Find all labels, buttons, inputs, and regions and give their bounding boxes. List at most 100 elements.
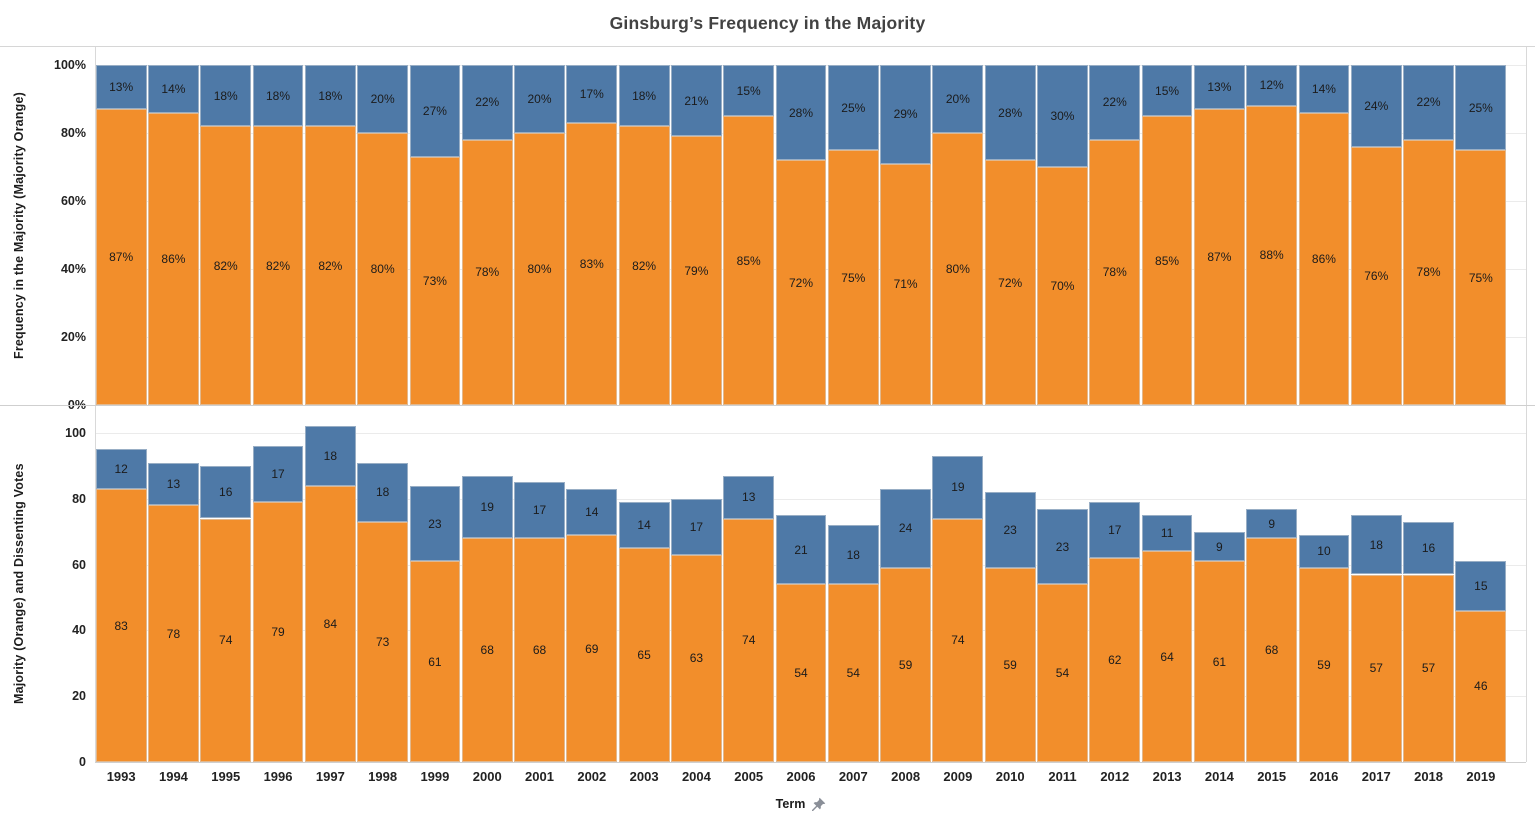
bar-1996-dissent[interactable] [252, 446, 304, 503]
bar-2019-dissent[interactable] [1455, 561, 1507, 611]
bar-2014-majority[interactable] [1193, 109, 1245, 405]
bar-2016-majority[interactable] [1298, 567, 1350, 762]
bar-2005-majority[interactable] [723, 518, 775, 762]
bar-1997-dissent[interactable] [304, 65, 356, 127]
bar-2009-dissent[interactable] [932, 65, 984, 133]
bar-2011-majority[interactable] [1037, 584, 1088, 762]
bar-2014-dissent[interactable] [1193, 531, 1245, 562]
bar-2005-dissent[interactable] [723, 475, 775, 519]
bar-2004-dissent[interactable] [671, 65, 722, 137]
bar-2005-majority[interactable] [723, 116, 775, 405]
pin-icon[interactable] [811, 797, 826, 812]
bar-2001-majority[interactable] [514, 538, 565, 762]
bar-1999-majority[interactable] [409, 156, 461, 405]
bar-2007-majority[interactable] [827, 150, 879, 405]
bar-2008-dissent[interactable] [880, 488, 931, 568]
bar-2009-dissent[interactable] [932, 456, 984, 519]
bar-2012-majority[interactable] [1089, 558, 1141, 762]
bar-1998-dissent[interactable] [357, 462, 409, 522]
bar-2013-dissent[interactable] [1141, 65, 1193, 116]
bar-2013-majority[interactable] [1141, 551, 1193, 762]
bar-2016-majority[interactable] [1298, 112, 1350, 405]
bar-2013-dissent[interactable] [1141, 515, 1193, 552]
bar-2011-dissent[interactable] [1037, 65, 1088, 167]
bar-1997-dissent[interactable] [304, 426, 356, 486]
bar-2018-dissent[interactable] [1403, 65, 1454, 140]
bar-2004-majority[interactable] [671, 136, 722, 405]
bar-2005-dissent[interactable] [723, 65, 775, 116]
bar-1994-majority[interactable] [148, 112, 199, 405]
bar-2011-majority[interactable] [1037, 167, 1088, 405]
bar-2010-dissent[interactable] [984, 492, 1036, 568]
bar-1999-dissent[interactable] [409, 485, 461, 562]
bar-1997-majority[interactable] [304, 485, 356, 762]
bar-2003-dissent[interactable] [618, 65, 670, 127]
bar-2008-majority[interactable] [880, 163, 931, 405]
bar-2006-majority[interactable] [775, 584, 827, 762]
bar-2001-dissent[interactable] [514, 65, 565, 133]
bar-2013-majority[interactable] [1141, 116, 1193, 405]
bar-2015-dissent[interactable] [1246, 508, 1298, 539]
bar-1993-majority[interactable] [95, 109, 147, 405]
bar-1994-dissent[interactable] [148, 462, 199, 506]
bar-2007-majority[interactable] [827, 584, 879, 762]
bar-2019-majority[interactable] [1455, 610, 1507, 762]
bar-2006-dissent[interactable] [775, 65, 827, 161]
bar-2006-dissent[interactable] [775, 515, 827, 585]
bar-2003-majority[interactable] [618, 126, 670, 405]
bar-2007-dissent[interactable] [827, 65, 879, 150]
bar-2003-dissent[interactable] [618, 502, 670, 549]
bar-1995-dissent[interactable] [200, 65, 252, 127]
bar-2017-dissent[interactable] [1350, 515, 1402, 575]
bar-2014-dissent[interactable] [1193, 65, 1245, 110]
bar-2019-dissent[interactable] [1455, 65, 1507, 150]
bar-1995-dissent[interactable] [200, 465, 252, 519]
bar-2001-majority[interactable] [514, 133, 565, 405]
bar-2012-dissent[interactable] [1089, 65, 1141, 140]
bar-2015-majority[interactable] [1246, 538, 1298, 762]
bar-2003-majority[interactable] [618, 548, 670, 762]
bar-2018-majority[interactable] [1403, 139, 1454, 405]
bar-2004-dissent[interactable] [671, 498, 722, 555]
bar-2019-majority[interactable] [1455, 150, 1507, 405]
bar-2008-majority[interactable] [880, 567, 931, 762]
bar-2008-dissent[interactable] [880, 65, 931, 164]
bar-2002-majority[interactable] [566, 535, 618, 762]
bar-1999-dissent[interactable] [409, 65, 461, 157]
bar-1996-majority[interactable] [252, 126, 304, 405]
bar-2015-majority[interactable] [1246, 105, 1298, 405]
bar-2002-dissent[interactable] [566, 488, 618, 535]
bar-2017-majority[interactable] [1350, 574, 1402, 762]
bar-2009-majority[interactable] [932, 133, 984, 405]
bar-1998-dissent[interactable] [357, 65, 409, 133]
bar-2010-majority[interactable] [984, 160, 1036, 405]
bar-1999-majority[interactable] [409, 561, 461, 762]
bar-2002-majority[interactable] [566, 122, 618, 405]
bar-1994-dissent[interactable] [148, 65, 199, 113]
bar-2009-majority[interactable] [932, 518, 984, 762]
bar-2010-dissent[interactable] [984, 65, 1036, 161]
bar-1995-majority[interactable] [200, 518, 252, 762]
bar-2000-majority[interactable] [461, 538, 513, 762]
bar-1998-majority[interactable] [357, 133, 409, 405]
bar-2002-dissent[interactable] [566, 65, 618, 123]
bar-2017-majority[interactable] [1350, 146, 1402, 405]
bar-2018-majority[interactable] [1403, 574, 1454, 762]
bar-2000-dissent[interactable] [461, 475, 513, 539]
bar-1996-dissent[interactable] [252, 65, 304, 127]
bar-2018-dissent[interactable] [1403, 521, 1454, 575]
bar-2011-dissent[interactable] [1037, 508, 1088, 585]
bar-2014-majority[interactable] [1193, 561, 1245, 762]
bar-1993-majority[interactable] [95, 488, 147, 762]
bar-2012-dissent[interactable] [1089, 502, 1141, 558]
bar-1994-majority[interactable] [148, 505, 199, 762]
bar-1995-majority[interactable] [200, 126, 252, 405]
bar-2001-dissent[interactable] [514, 482, 565, 539]
bar-1993-dissent[interactable] [95, 449, 147, 489]
bar-2017-dissent[interactable] [1350, 65, 1402, 147]
bar-2016-dissent[interactable] [1298, 535, 1350, 568]
bar-1996-majority[interactable] [252, 502, 304, 762]
bar-1993-dissent[interactable] [95, 65, 147, 110]
bar-2006-majority[interactable] [775, 160, 827, 405]
bar-2004-majority[interactable] [671, 554, 722, 762]
